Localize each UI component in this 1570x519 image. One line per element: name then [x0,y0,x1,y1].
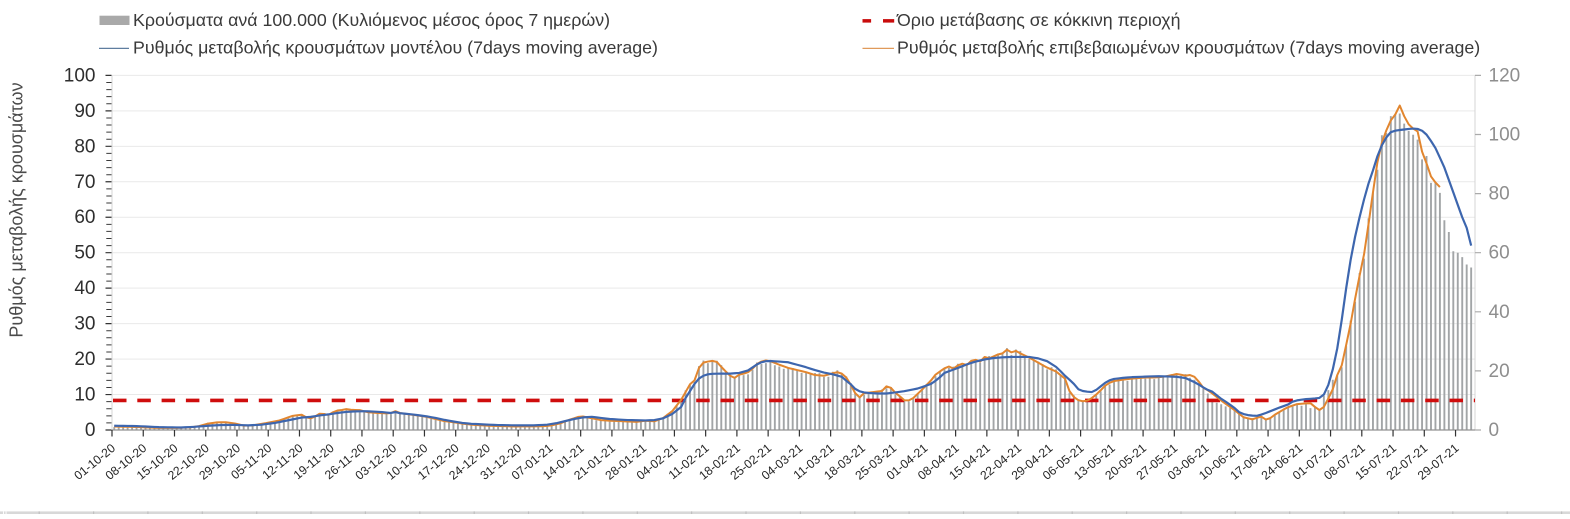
svg-text:100: 100 [1489,125,1521,146]
svg-text:Ρυθμός μεταβολής κρουσμάτων: Ρυθμός μεταβολής κρουσμάτων [7,82,27,337]
svg-text:20: 20 [1489,361,1510,382]
svg-text:60: 60 [74,207,95,228]
svg-text:30: 30 [74,314,95,335]
svg-text:20: 20 [74,349,95,370]
svg-text:10: 10 [74,385,95,406]
svg-text:100: 100 [64,65,96,86]
svg-text:50: 50 [74,243,95,264]
svg-text:90: 90 [74,101,95,122]
svg-text:Ρυθμός μεταβολής επιβεβαιωμένω: Ρυθμός μεταβολής επιβεβαιωμένων κρουσμάτ… [897,38,1480,58]
svg-text:70: 70 [74,172,95,193]
svg-text:40: 40 [74,278,95,299]
svg-text:60: 60 [1489,243,1510,264]
svg-text:120: 120 [1489,65,1521,86]
svg-text:Κρούσματα ανά 100.000 (Κυλιόμε: Κρούσματα ανά 100.000 (Κυλιόμενος μέσος … [133,10,610,30]
svg-text:Ρυθμός μεταβολής κρουσμάτων μο: Ρυθμός μεταβολής κρουσμάτων μοντέλου (7d… [133,38,658,58]
svg-text:40: 40 [1489,302,1510,323]
svg-text:0: 0 [1489,420,1500,441]
svg-text:80: 80 [74,136,95,157]
svg-text:Όριο μετάβασης σε κόκκινη περι: Όριο μετάβασης σε κόκκινη περιοχή [896,10,1181,30]
svg-text:0: 0 [85,420,96,441]
svg-text:80: 80 [1489,184,1510,205]
